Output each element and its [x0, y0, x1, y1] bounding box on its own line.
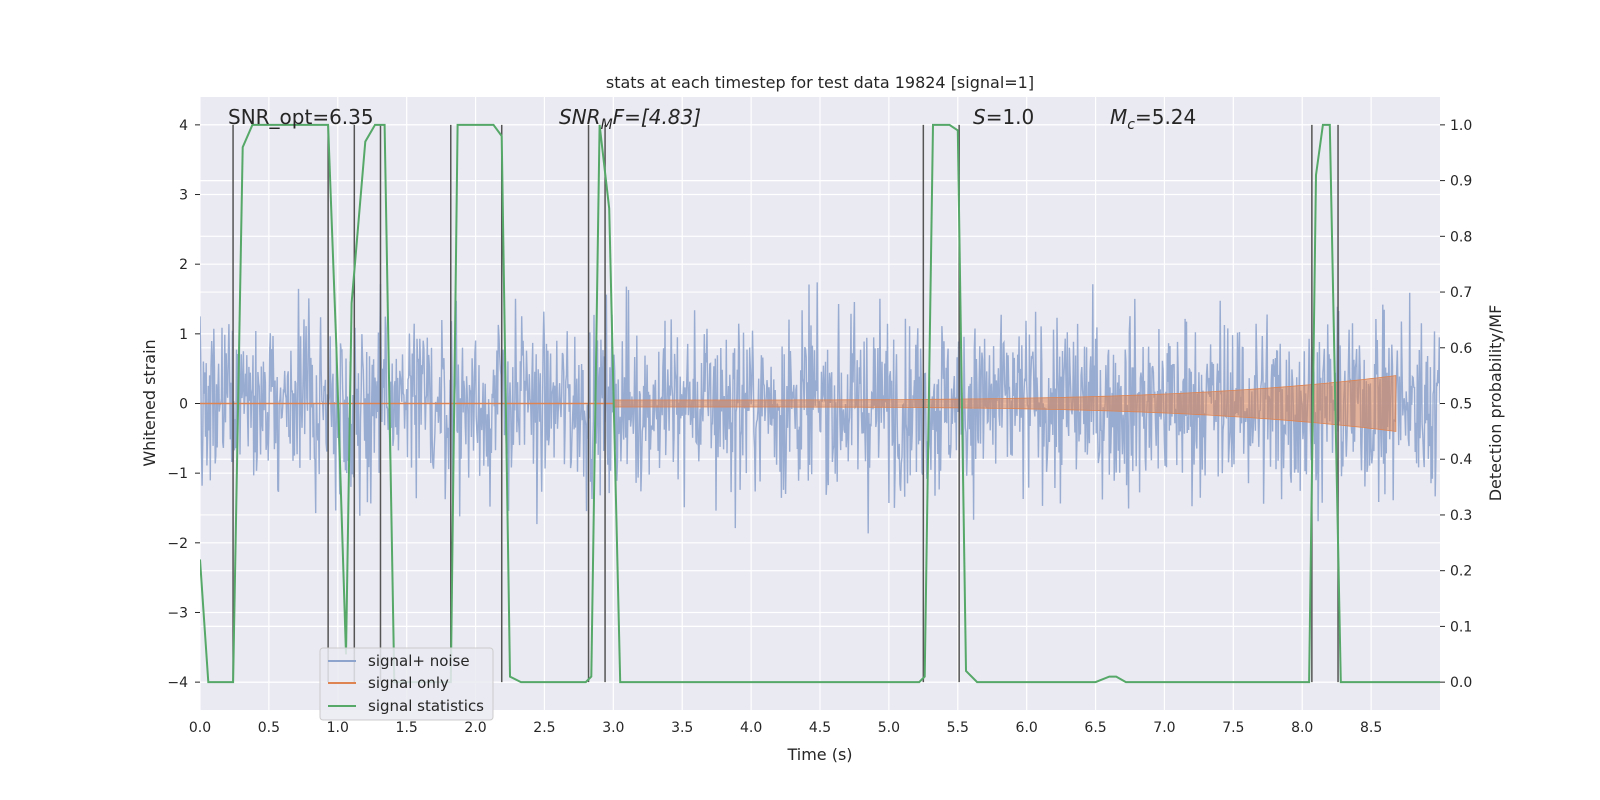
y-axis-right-label: Detection probability/MF — [1486, 305, 1505, 502]
annotation-snr-mf-sub: M — [601, 117, 613, 133]
x-tick-label: 0.5 — [258, 720, 280, 736]
x-tick-label: 2.0 — [464, 720, 486, 736]
x-tick-label: 8.0 — [1291, 720, 1313, 736]
y-tick-label-left: 4 — [179, 118, 188, 134]
y-tick-label-right: 0.3 — [1450, 508, 1472, 524]
annotation-s: S=1.0 — [973, 105, 1034, 129]
annotation-mc-rest: =5.24 — [1135, 105, 1196, 129]
y-tick-label-left: −4 — [167, 675, 188, 691]
y-axis-left-label: Whitened strain — [140, 339, 159, 466]
y-tick-label-right: 0.4 — [1450, 452, 1472, 468]
y-tick-label-right: 0.8 — [1450, 229, 1472, 245]
y-tick-label-left: −3 — [167, 605, 188, 621]
annotation-snr-mf: SNRMF=[4.83] — [559, 105, 701, 133]
x-axis-ticks: 0.0 0.5 1.0 1.5 2.0 2.5 3.0 3.5 4.0 4.5 5.0 5.5 6.0 6… — [189, 720, 1382, 736]
signal-only-series — [200, 375, 1397, 432]
x-tick-label: 3.0 — [602, 720, 624, 736]
x-tick-label: 5.5 — [947, 720, 969, 736]
x-tick-label: 4.5 — [809, 720, 831, 736]
annotation-snr-opt: SNR_opt=6.35 — [228, 105, 374, 129]
legend: signal+ noise signal only signal statist… — [319, 647, 494, 721]
legend-label-signal-only: signal only — [368, 674, 449, 692]
x-tick-label: 1.5 — [396, 720, 418, 736]
x-tick-label: 8.5 — [1360, 720, 1382, 736]
x-tick-label: 5.0 — [878, 720, 900, 736]
signal-plus-noise-line — [200, 282, 1440, 534]
annotation-mc-sub: c — [1127, 117, 1135, 133]
y-tick-label-left: 1 — [179, 327, 188, 343]
signal-plus-noise-series — [200, 282, 1440, 534]
signal-statistics-series — [200, 123, 1440, 684]
legend-box — [319, 647, 494, 721]
annotation-mc-base: M — [1110, 105, 1127, 129]
y-tick-label-right: 1.0 — [1450, 118, 1472, 134]
x-tick-label: 6.5 — [1084, 720, 1106, 736]
x-tick-label: 1.0 — [327, 720, 349, 736]
x-tick-label: 7.5 — [1222, 720, 1244, 736]
y-tick-label-right: 0.0 — [1450, 675, 1472, 691]
y-tick-label-right: 0.9 — [1450, 174, 1472, 190]
y-tick-label-left: 2 — [179, 257, 188, 273]
y-tick-label-right: 0.7 — [1450, 285, 1472, 301]
signal-only-chirp — [612, 375, 1397, 432]
x-tick-label: 7.0 — [1153, 720, 1175, 736]
annotation-snr-mf-base: SNR — [559, 105, 601, 129]
legend-label-signal-noise: signal+ noise — [368, 652, 470, 670]
x-axis-label: Time (s) — [786, 745, 852, 764]
y-tick-label-left: −2 — [167, 536, 188, 552]
y-axis-right-ticks: 0.0 0.1 0.2 0.3 0.4 0.5 0.6 0.7 0.8 0.9 1.0 — [1440, 118, 1472, 691]
annotation-s-base: S — [973, 105, 986, 129]
legend-label-signal-statistics: signal statistics — [368, 697, 484, 715]
x-tick-label: 6.0 — [1016, 720, 1038, 736]
y-tick-label-right: 0.5 — [1450, 397, 1472, 413]
plot-area — [200, 123, 1440, 684]
annotation-s-rest: =1.0 — [986, 105, 1035, 129]
y-tick-label-right: 0.1 — [1450, 619, 1472, 635]
chart-title: stats at each timestep for test data 198… — [606, 73, 1034, 92]
x-tick-label: 4.0 — [740, 720, 762, 736]
x-tick-label: 3.5 — [671, 720, 693, 736]
y-tick-label-left: −1 — [167, 466, 188, 482]
y-axis-left-ticks: −4 −3 −2 −1 0 1 2 3 4 — [167, 118, 200, 691]
x-tick-label: 0.0 — [189, 720, 211, 736]
y-tick-label-right: 0.2 — [1450, 564, 1472, 580]
x-tick-label: 2.5 — [533, 720, 555, 736]
y-tick-label-left: 0 — [179, 397, 188, 413]
annotation-mc: Mc=5.24 — [1110, 105, 1196, 133]
y-tick-label-right: 0.6 — [1450, 341, 1472, 357]
y-tick-label-left: 3 — [179, 188, 188, 204]
signal-statistics-line — [200, 123, 1440, 684]
annotation-snr-mf-rest: F=[4.83] — [613, 105, 701, 129]
